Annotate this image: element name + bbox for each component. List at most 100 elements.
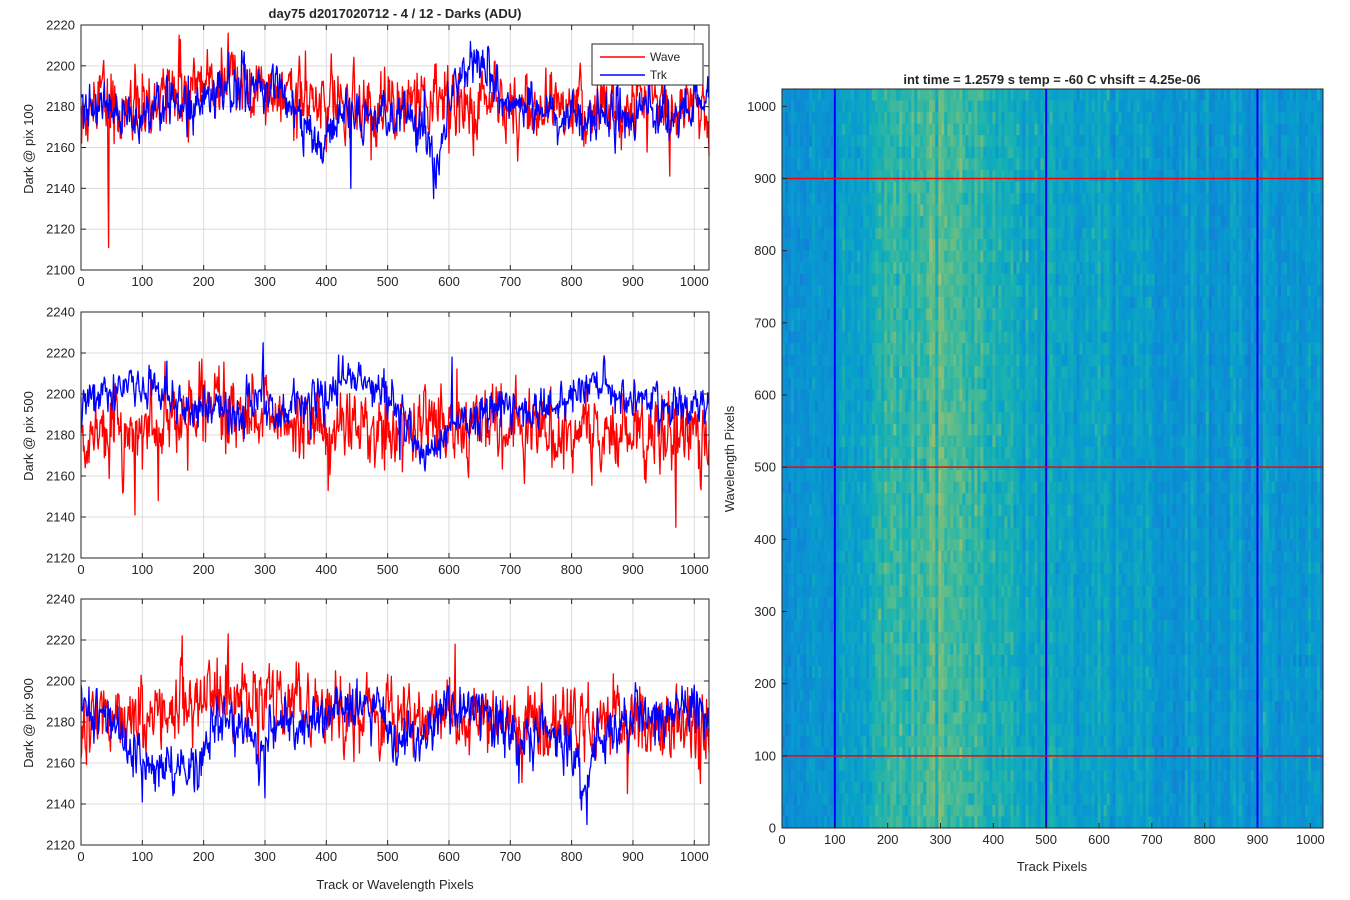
heatmap-cell <box>974 285 978 298</box>
heatmap-cell <box>890 620 894 633</box>
heatmap-cell <box>908 781 912 794</box>
heatmap-cell <box>953 400 957 413</box>
heatmap-cell <box>959 262 963 275</box>
heatmap-cell <box>842 804 846 817</box>
heatmap-cell <box>857 285 861 298</box>
heatmap-cell <box>956 700 960 713</box>
legend[interactable]: Wave Trk <box>591 43 704 86</box>
heatmap-cell <box>800 366 804 379</box>
heatmap-cell <box>803 319 807 332</box>
heatmap-cell <box>899 677 903 690</box>
heatmap-cell <box>806 112 810 125</box>
heatmap-cell <box>986 146 990 159</box>
heatmap-cell <box>878 481 882 494</box>
heatmap-cell <box>989 493 993 506</box>
heatmap-cell <box>815 527 819 540</box>
heatmap-cell <box>791 343 795 355</box>
heatmap-cell <box>821 781 825 794</box>
heatmap-cell <box>848 400 852 413</box>
heatmap-cell <box>896 631 900 644</box>
heatmap-cell <box>824 158 828 171</box>
heatmap-cell <box>869 758 873 771</box>
heatmap-cell <box>848 493 852 506</box>
heatmap-cell <box>845 146 849 159</box>
heatmap-cell <box>875 331 879 344</box>
heatmap-cell <box>974 804 978 817</box>
heatmap-cell <box>845 216 849 228</box>
heatmap-cell <box>971 377 975 390</box>
heatmap-cell <box>827 700 831 713</box>
heatmap-cell <box>818 562 822 575</box>
heatmap-cell <box>797 585 801 598</box>
heatmap-cell <box>857 562 861 575</box>
heatmap-cell <box>899 689 903 702</box>
heatmap-cell <box>977 573 981 586</box>
heatmap-cell <box>872 493 876 506</box>
heatmap-cell <box>947 793 951 806</box>
heatmap-cell <box>869 169 873 182</box>
heatmap-cell <box>968 216 972 228</box>
heatmap-cell <box>830 343 834 355</box>
heatmap-cell <box>884 654 888 667</box>
heatmap-cell <box>929 654 933 667</box>
heatmap-cell <box>836 319 840 332</box>
heatmap-cell <box>818 146 822 159</box>
heatmap-cell <box>938 354 942 367</box>
heatmap-cell <box>902 112 906 125</box>
heatmap-cell <box>983 550 987 563</box>
x-tick-label: 800 <box>561 849 583 864</box>
heatmap-cell <box>824 562 828 575</box>
heatmap-cell <box>908 204 912 217</box>
heatmap-cell <box>998 158 1002 171</box>
heatmap-cell <box>911 770 915 783</box>
heatmap-image[interactable] <box>782 89 1324 829</box>
heatmap-cell <box>818 169 822 182</box>
heatmap-cell <box>971 250 975 263</box>
heatmap-cell <box>941 377 945 390</box>
heatmap-cell <box>932 758 936 771</box>
heatmap-cell <box>872 458 876 471</box>
heatmap-cell <box>806 181 810 194</box>
heatmap-cell <box>908 308 912 321</box>
heatmap-cell <box>791 135 795 148</box>
heatmap-cell <box>881 562 885 575</box>
heatmap-cell <box>860 366 864 379</box>
heatmap-cell <box>962 354 966 367</box>
heatmap-cell <box>890 631 894 644</box>
heatmap-cell <box>977 158 981 171</box>
heatmap-cell <box>929 354 933 367</box>
panel-pix500-plot-area[interactable] <box>80 342 710 528</box>
heatmap-cell <box>947 493 951 506</box>
heatmap-cell <box>974 435 978 448</box>
heatmap-cell <box>785 262 789 275</box>
heatmap-cell <box>881 135 885 148</box>
heatmap-cell <box>902 758 906 771</box>
heatmap-cell <box>974 250 978 263</box>
heatmap-cell <box>956 262 960 275</box>
heatmap-cell <box>887 758 891 771</box>
panel-pix100-plot-area[interactable] <box>80 32 710 249</box>
heatmap-cell <box>854 470 858 482</box>
heatmap-cell <box>875 758 879 771</box>
heatmap-cell <box>818 608 822 621</box>
heatmap-cell <box>974 758 978 771</box>
heatmap-cell <box>800 758 804 771</box>
heatmap-cell <box>884 204 888 217</box>
heatmap-cell <box>860 804 864 817</box>
heatmap-cell <box>863 677 867 690</box>
heatmap-cell <box>812 585 816 598</box>
heatmap-cell <box>845 158 849 171</box>
heatmap-cell <box>854 666 858 679</box>
heatmap-cell <box>869 712 873 725</box>
heatmap-cell <box>956 308 960 321</box>
heatmap-cell <box>782 516 786 529</box>
panel-pix900-plot-area[interactable] <box>80 633 710 826</box>
heatmap-cell <box>788 204 792 217</box>
heatmap-cell <box>977 331 981 344</box>
heatmap-cell <box>911 458 915 471</box>
heatmap-cell <box>980 793 984 806</box>
heatmap-cell <box>797 389 801 402</box>
heatmap-cell <box>950 239 954 252</box>
heatmap-cell <box>887 412 891 425</box>
heatmap-cell <box>812 89 816 101</box>
